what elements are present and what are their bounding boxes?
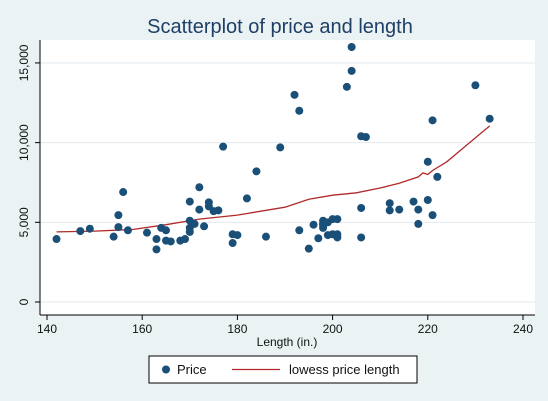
data-point: [428, 211, 437, 220]
x-tick-label: 160: [132, 322, 152, 336]
data-point: [342, 82, 351, 91]
data-point: [119, 188, 128, 197]
data-point: [214, 206, 223, 215]
data-point: [423, 196, 432, 204]
y-tick-label: 10,000: [17, 124, 31, 161]
data-point: [219, 142, 228, 151]
y-tick-label: 15,000: [17, 44, 31, 81]
data-point: [252, 167, 261, 176]
data-point: [123, 226, 132, 235]
data-point: [423, 157, 432, 166]
data-point: [385, 206, 394, 215]
series-points: [52, 43, 494, 254]
chart-title: Scatterplot of price and length: [147, 16, 413, 38]
data-point: [309, 220, 318, 229]
data-point: [114, 211, 123, 220]
data-point: [357, 203, 366, 212]
data-point: [314, 234, 323, 243]
x-tick-label: 140: [37, 322, 57, 336]
data-point: [142, 228, 151, 237]
data-point: [333, 215, 342, 224]
data-point: [190, 219, 199, 228]
plot-area: [40, 40, 535, 315]
data-point: [195, 205, 204, 214]
data-point: [52, 235, 61, 244]
data-point: [395, 205, 404, 214]
x-axis-label: Length (in.): [257, 335, 318, 349]
data-point: [290, 90, 299, 99]
data-point: [200, 222, 209, 231]
data-point: [428, 116, 437, 125]
data-point: [152, 245, 161, 254]
data-point: [414, 205, 423, 214]
data-point: [152, 235, 161, 244]
data-point: [347, 66, 356, 75]
data-point: [181, 235, 190, 244]
y-axis-ticks: 0 5,000 10,000 15,000: [17, 44, 40, 305]
data-point: [76, 227, 85, 236]
data-point: [109, 232, 118, 241]
data-point: [295, 226, 304, 235]
data-point: [385, 199, 394, 208]
data-point: [242, 194, 251, 203]
gridlines: [40, 62, 535, 303]
x-tick-label: 180: [227, 322, 247, 336]
x-tick-label: 200: [323, 322, 343, 336]
data-point: [185, 197, 194, 206]
legend: Price lowess price length: [148, 355, 418, 384]
data-point: [409, 197, 418, 206]
data-point: [471, 81, 480, 90]
y-tick-label: 0: [17, 298, 31, 305]
data-point: [414, 219, 423, 228]
data-point: [166, 237, 175, 246]
data-point: [304, 244, 313, 253]
data-point: [361, 133, 370, 142]
data-point: [347, 43, 356, 51]
data-point: [185, 227, 194, 236]
legend-marker-price: [162, 365, 170, 374]
data-point: [114, 223, 123, 232]
data-point: [228, 239, 237, 248]
data-point: [357, 233, 366, 242]
lowess-line: [56, 125, 491, 233]
data-point: [195, 183, 204, 192]
data-point: [333, 230, 342, 239]
legend-box: [148, 355, 418, 384]
data-point: [485, 114, 494, 123]
data-point: [162, 226, 170, 235]
y-tick-label: 5,000: [17, 207, 31, 237]
data-point: [433, 172, 442, 181]
x-tick-label: 240: [513, 322, 533, 336]
data-point: [261, 232, 270, 241]
x-axis-ticks: 140 160 180 200 220 240: [37, 315, 533, 336]
data-point: [233, 231, 242, 240]
data-point: [276, 143, 285, 152]
legend-label-price: Price: [177, 362, 207, 377]
legend-label-lowess: lowess price length: [289, 362, 400, 377]
data-point: [295, 106, 304, 115]
x-tick-label: 220: [418, 322, 438, 336]
series-lines: [56, 125, 491, 233]
data-point: [85, 224, 94, 233]
